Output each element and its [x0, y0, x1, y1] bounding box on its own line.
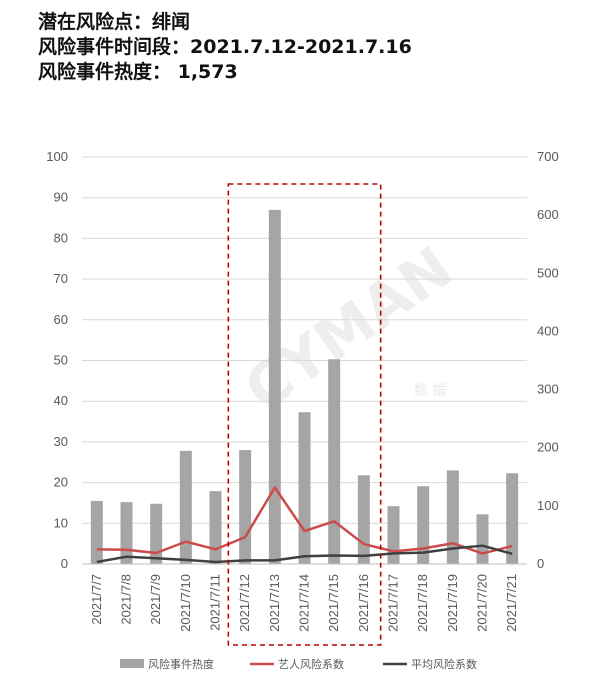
bar [357, 475, 370, 564]
legend-label: 艺人风险系数 [278, 657, 344, 671]
bar [446, 470, 459, 564]
y-right-tick-label: 700 [537, 149, 559, 164]
x-tick-label: 2021/7/13 [267, 574, 282, 632]
x-tick-label: 2021/7/19 [445, 574, 460, 632]
bar [298, 412, 311, 564]
y-left-tick-label: 90 [54, 190, 68, 205]
legend-swatch [120, 659, 144, 668]
y-left-tick-label: 40 [54, 393, 68, 408]
bar [150, 503, 163, 564]
bar [506, 473, 519, 564]
bar [476, 514, 489, 564]
y-left-tick-label: 100 [46, 149, 68, 164]
x-tick-label: 2021/7/21 [504, 574, 519, 632]
y-left-tick-label: 70 [54, 271, 68, 286]
y-left-tick-label: 80 [54, 230, 68, 245]
legend: 风险事件热度 艺人风险系数 平均风险系数 [120, 657, 477, 671]
y-right-tick-label: 100 [537, 498, 559, 513]
x-tick-label: 2021/7/11 [208, 574, 223, 631]
x-tick-label: 2021/7/10 [178, 574, 193, 632]
risk-heat-title: 风险事件热度： 1,573 [38, 61, 238, 83]
bar [239, 450, 252, 564]
legend-label: 平均风险系数 [411, 657, 477, 671]
y-right-tick-label: 200 [537, 440, 559, 455]
axes: 0 10 20 30 40 50 60 70 80 90 100 0 100 200 300 400 500 60… [46, 149, 558, 632]
highlight-box [227, 183, 382, 646]
y-left-tick-label: 50 [54, 353, 68, 368]
x-tick-label: 2021/7/16 [356, 574, 371, 632]
bar [328, 359, 341, 564]
chart-header: 潜在风险点：绯闻 风险事件时间段：2021.7.12-2021.7.16 风险事… [38, 10, 412, 85]
legend-label: 风险事件热度 [148, 657, 214, 671]
x-tick-label: 2021/7/20 [475, 574, 490, 632]
y-left-tick-label: 0 [61, 556, 68, 571]
artist-risk-line [96, 486, 513, 555]
risk-period-title: 风险事件时间段：2021.7.12-2021.7.16 [38, 36, 412, 58]
x-tick-label: 2021/7/14 [297, 574, 312, 632]
y-left-tick-label: 20 [54, 475, 68, 490]
y-right-tick-label: 400 [537, 323, 559, 338]
bar-series [90, 209, 519, 564]
bar [90, 500, 103, 564]
y-left-tick-label: 30 [54, 434, 68, 449]
x-tick-label: 2021/7/15 [326, 574, 341, 632]
watermark: CYMAN 数 据 [232, 233, 464, 424]
x-tick-label: 2021/7/17 [386, 574, 401, 632]
risk-point-title: 潜在风险点：绯闻 [38, 11, 191, 33]
bar [417, 486, 430, 564]
line-series [96, 486, 513, 564]
bar [387, 506, 400, 564]
x-tick-label: 2021/7/7 [89, 574, 104, 625]
y-right-tick-label: 300 [537, 382, 559, 397]
average-risk-line [96, 544, 513, 564]
x-tick-label: 2021/7/18 [415, 574, 430, 632]
y-right-tick-label: 500 [537, 265, 559, 280]
highlight-rectangle [227, 183, 382, 646]
x-tick-label: 2021/7/12 [237, 574, 252, 632]
y-left-tick-label: 10 [54, 515, 68, 530]
y-left-tick-label: 60 [54, 312, 68, 327]
bar [120, 502, 133, 564]
bar [179, 450, 192, 564]
x-tick-label: 2021/7/9 [148, 574, 163, 625]
y-right-tick-label: 0 [537, 556, 544, 571]
bar [268, 209, 281, 564]
watermark-sub-text: 数 据 [414, 383, 446, 399]
y-right-tick-label: 600 [537, 207, 559, 222]
x-tick-label: 2021/7/8 [119, 574, 134, 625]
bar [209, 491, 222, 564]
